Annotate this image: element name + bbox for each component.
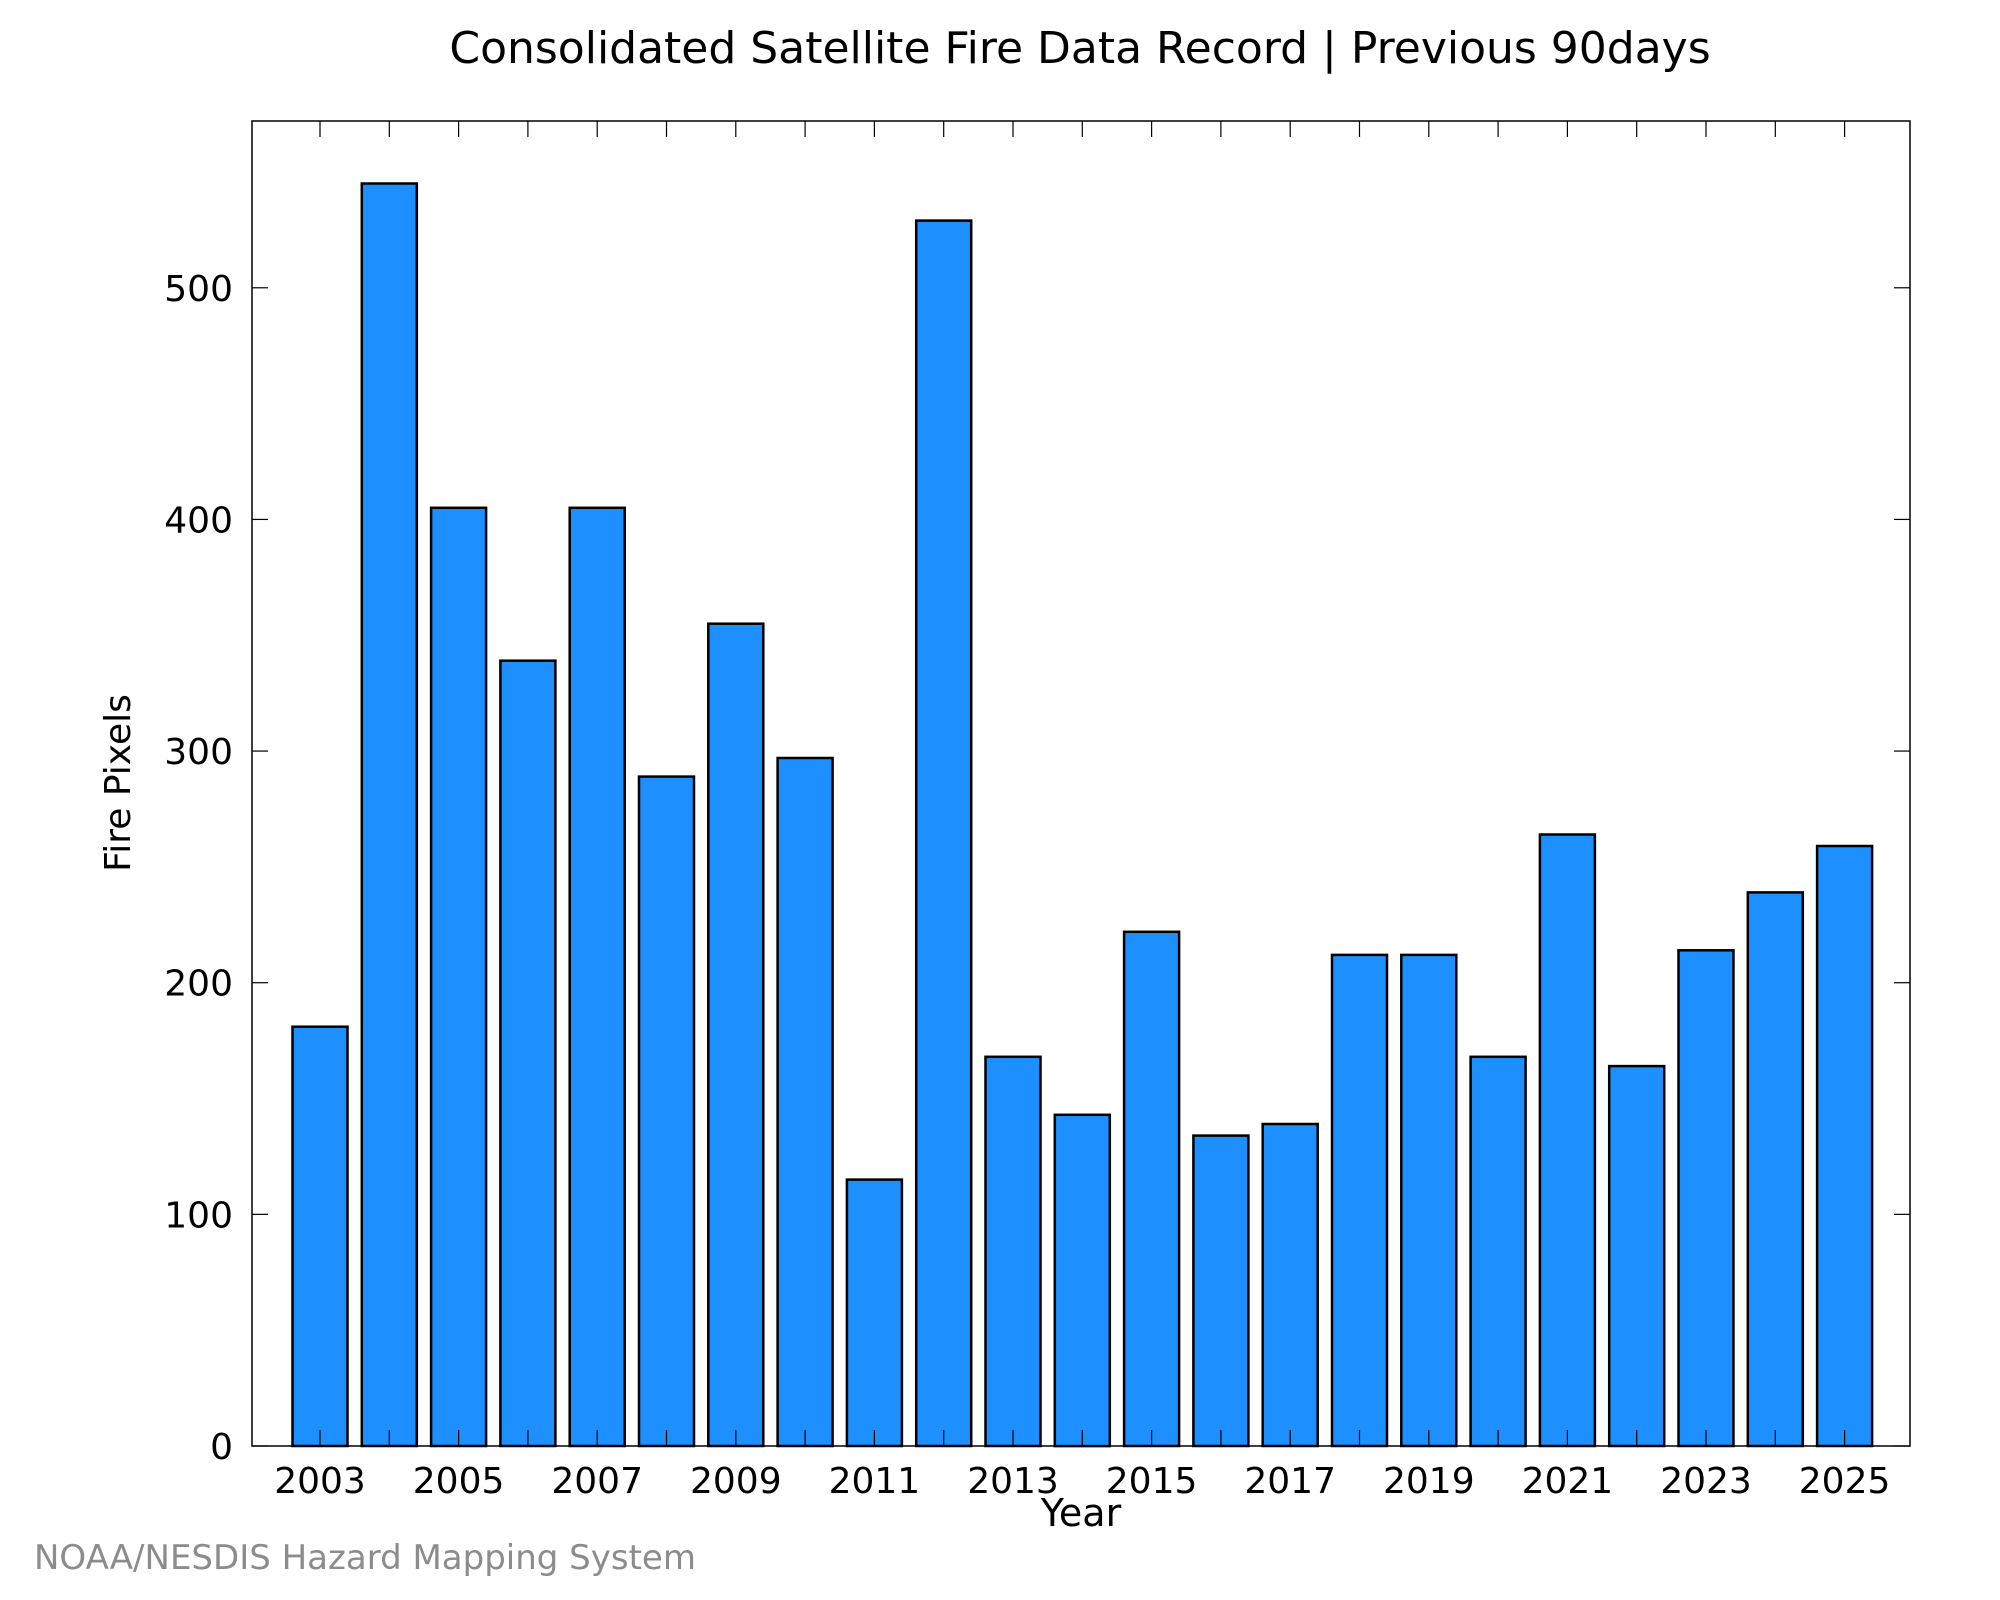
bar-2004 [360,182,419,1448]
bar-2024 [1746,891,1805,1448]
bar-2013 [984,1055,1042,1448]
bar-2012 [914,219,973,1448]
bar-2008 [637,775,696,1448]
chart-title: Consolidated Satellite Fire Data Record … [449,23,1710,74]
source-credit: NOAA/NESDIS Hazard Mapping System [34,1538,696,1578]
y-tick-label-300: 300 [164,732,233,773]
y-tick-label-0: 0 [210,1427,233,1468]
bar-2016 [1192,1134,1250,1448]
y-tick-label-400: 400 [164,500,233,541]
x-tick-label-2015: 2015 [1106,1461,1198,1502]
bar-2010 [776,756,834,1448]
y-tick-label-500: 500 [164,269,233,310]
x-tick-label-2021: 2021 [1522,1461,1614,1502]
plot-frame [251,120,1911,1447]
bar-2021 [1538,833,1597,1448]
bar-2009 [707,622,765,1448]
bar-2003 [291,1025,349,1448]
bar-2014 [1053,1113,1112,1448]
x-tick-label-2017: 2017 [1244,1461,1336,1502]
x-tick-label-2013: 2013 [967,1461,1059,1502]
bar-2025 [1815,844,1874,1448]
y-axis-label: Fire Pixels [98,694,139,872]
x-tick-label-2025: 2025 [1799,1461,1891,1502]
bar-2006 [499,659,557,1448]
x-tick-label-2019: 2019 [1383,1461,1475,1502]
bar-2005 [429,506,488,1448]
x-tick-label-2007: 2007 [551,1461,643,1502]
bar-2007 [568,506,626,1448]
bar-2018 [1330,953,1389,1448]
bar-2023 [1677,949,1735,1448]
x-axis-label: Year [1040,1491,1122,1535]
x-tick-label-2005: 2005 [413,1461,505,1502]
x-tick-label-2003: 2003 [274,1461,366,1502]
bar-2019 [1400,953,1458,1448]
bar-2020 [1469,1055,1527,1448]
x-tick-label-2023: 2023 [1660,1461,1752,1502]
bar-2017 [1261,1122,1319,1448]
y-tick-label-200: 200 [164,964,233,1005]
bar-2015 [1122,930,1181,1448]
x-tick-label-2011: 2011 [829,1461,921,1502]
bar-2022 [1607,1064,1666,1448]
bar-2011 [845,1178,904,1448]
x-tick-label-2009: 2009 [690,1461,782,1502]
y-tick-label-100: 100 [164,1195,233,1236]
